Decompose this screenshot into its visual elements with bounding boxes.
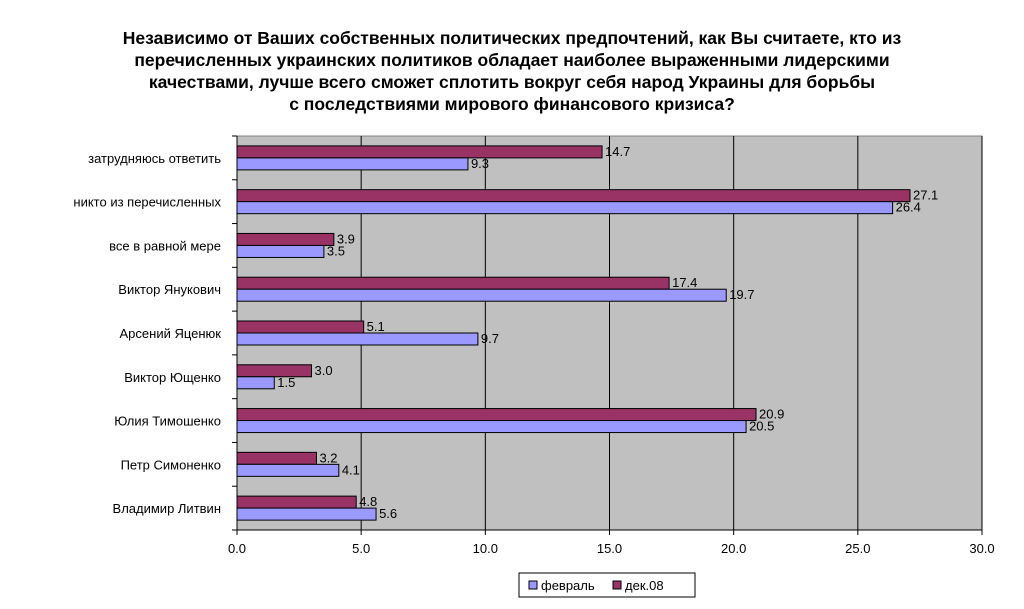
data-label: 3.0 [315, 363, 333, 378]
category-label: Арсений Яценюк [120, 326, 222, 341]
x-tick-label: 25.0 [845, 541, 870, 556]
category-label: все в равной мере [109, 238, 221, 253]
x-tick-label: 10.0 [473, 541, 498, 556]
bar [236, 276, 670, 290]
data-label: 17.4 [672, 275, 697, 290]
bar [236, 288, 727, 302]
data-label: 26.4 [896, 200, 921, 215]
category-label: Виктор Ющенко [124, 370, 221, 385]
data-label: 3.9 [337, 231, 355, 246]
data-label: 5.1 [367, 319, 385, 334]
category-label: затрудняюсь ответить [88, 151, 221, 166]
bar [236, 145, 603, 159]
category-label: Юлия Тимошенко [114, 414, 221, 429]
bar [236, 364, 312, 378]
legend-swatch [528, 580, 538, 590]
x-tick-label: 30.0 [969, 541, 994, 556]
bar [236, 332, 479, 346]
data-label: 19.7 [729, 287, 754, 302]
data-label: 3.2 [319, 450, 337, 465]
legend-label: дек.08 [625, 578, 664, 593]
data-label: 27.1 [913, 188, 938, 203]
category-label: Виктор Янукович [118, 282, 221, 297]
data-label: 1.5 [277, 375, 295, 390]
bar [236, 201, 894, 215]
chart-title-line: Независимо от Ваших собственных политиче… [122, 28, 902, 48]
bar [236, 189, 911, 203]
bar [236, 232, 335, 246]
chart-title-line: перечисленных украинских политиков облад… [134, 50, 890, 70]
bar [236, 376, 275, 390]
bar [236, 420, 747, 434]
bar [236, 408, 757, 422]
data-label: 4.8 [359, 494, 377, 509]
chart-title: Независимо от Ваших собственных политиче… [40, 27, 984, 115]
data-label: 5.6 [379, 506, 397, 521]
data-label: 9.3 [471, 156, 489, 171]
category-label: Петр Симоненко [121, 457, 221, 472]
bar [236, 495, 357, 509]
bar [236, 507, 377, 521]
bar [236, 244, 325, 258]
legend-swatch [612, 580, 622, 590]
category-label: никто из перечисленных [73, 195, 221, 210]
bar [236, 463, 340, 477]
bar [236, 157, 469, 171]
data-label: 9.7 [481, 331, 499, 346]
x-tick-label: 20.0 [721, 541, 746, 556]
x-tick-label: 0.0 [228, 541, 246, 556]
data-label: 20.5 [749, 419, 774, 434]
legend-label: февраль [541, 578, 595, 593]
bar [236, 451, 317, 465]
data-label: 14.7 [605, 144, 630, 159]
data-label: 20.9 [759, 407, 784, 422]
category-label: Владимир Литвин [113, 501, 221, 516]
bar [236, 320, 365, 334]
x-tick-label: 15.0 [597, 541, 622, 556]
chart-title-line: качествами, лучше всего сможет сплотить … [148, 72, 876, 92]
x-tick-label: 5.0 [352, 541, 370, 556]
data-label: 3.5 [327, 243, 345, 258]
chart-title-line: с последствиями мирового финансового кри… [289, 94, 735, 114]
data-label: 4.1 [342, 462, 360, 477]
legend [518, 572, 696, 598]
